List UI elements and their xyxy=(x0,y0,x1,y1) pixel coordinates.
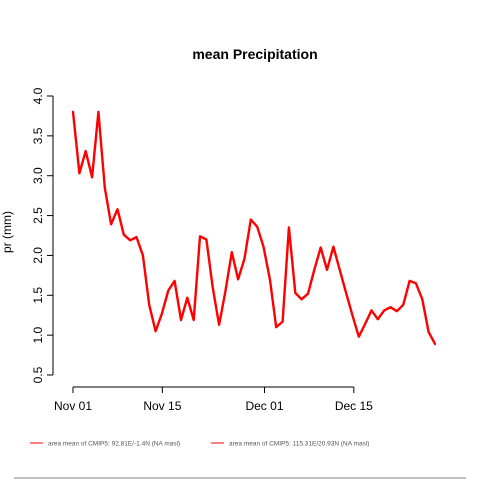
legend-entry: area mean of CMIP5: 92.81E/-1.4N (NA mas… xyxy=(48,441,180,448)
chart-title: mean Precipitation xyxy=(192,46,317,62)
x-axis: Nov 01 Nov 15 Dec 01 Dec 15 xyxy=(54,386,373,413)
x-tick-label: Nov 01 xyxy=(54,399,92,413)
y-tick-label: 0.5 xyxy=(31,366,45,383)
legend: area mean of CMIP5: 92.81E/-1.4N (NA mas… xyxy=(30,441,369,448)
y-tick-label: 2.5 xyxy=(31,207,45,224)
legend-entry: area mean of CMIP5: 115.31E/20.93N (NA m… xyxy=(229,441,369,448)
x-tick-label: Dec 01 xyxy=(245,399,283,413)
y-tick-label: 1.5 xyxy=(31,287,45,304)
y-tick-label: 3.0 xyxy=(31,167,45,184)
y-tick-label: 2.0 xyxy=(31,247,45,264)
y-tick-label: 4.0 xyxy=(31,87,45,104)
series-group xyxy=(71,110,437,346)
x-tick-label: Dec 15 xyxy=(335,399,373,413)
series-line xyxy=(71,110,437,346)
y-axis-label: pr (mm) xyxy=(0,211,14,253)
y-tick-label: 3.5 xyxy=(31,127,45,144)
y-tick-label: 1.0 xyxy=(31,326,45,343)
y-axis: 0.5 1.0 1.5 2.0 2.5 3.0 3.5 4.0 xyxy=(31,87,54,383)
x-tick-label: Nov 15 xyxy=(143,399,181,413)
